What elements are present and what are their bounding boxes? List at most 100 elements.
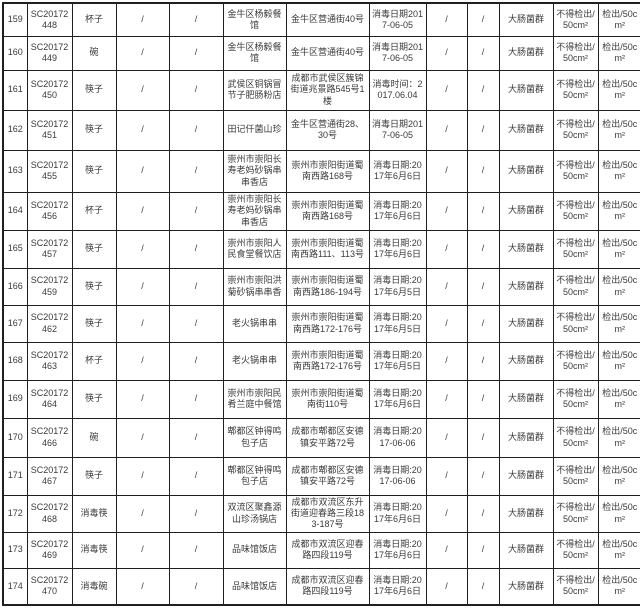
cell-test-result: 检出/50cm² [597, 229, 640, 269]
cell-unit-name: 崇州市崇阳民肴兰庭中餐馆 [222, 379, 287, 419]
cell-row-number: 173 [2, 531, 28, 569]
cell-unit-name: 武侯区铜锅冒节子肥肠粉店 [222, 69, 287, 111]
cell-sample-item: 碗 [71, 35, 117, 71]
cell-unit-name: 崇州市崇阳人民食堂餐饮店 [222, 229, 287, 269]
cell-slash: / [425, 456, 468, 496]
cell-slash: / [115, 229, 170, 269]
cell-slash: / [425, 69, 468, 111]
cell-address: 成都市双流区迎春路四段119号 [285, 531, 370, 569]
cell-test-result: 检出/50cm² [597, 69, 640, 111]
cell-slash: / [466, 567, 500, 606]
cell-standard-limit: 不得检出/50cm² [552, 191, 599, 231]
cell-sample-item: 杯子 [71, 2, 117, 37]
table-row: 159 SC20172448 杯子 / / 金牛区杨毅餐馆 金牛区营通街40号 消毒日期201… [2, 2, 640, 37]
cell-unit-name: 老火锅串串 [222, 341, 287, 381]
cell-disinfect-date: 消毒日期2017-06-05 [368, 109, 427, 151]
cell-standard-limit: 不得检出/50cm² [552, 35, 599, 71]
cell-slash: / [425, 417, 468, 458]
cell-standard-limit: 不得检出/50cm² [552, 531, 599, 569]
cell-row-number: 161 [2, 69, 28, 111]
cell-indicator: 大肠菌群 [498, 109, 554, 151]
cell-sample-item: 筷子 [71, 267, 117, 306]
cell-slash: / [425, 109, 468, 151]
cell-slash: / [425, 149, 468, 193]
cell-disinfect-date: 消毒日期:2017年6月6日 [368, 567, 427, 606]
cell-slash: / [425, 191, 468, 231]
cell-slash: / [168, 341, 224, 381]
cell-address: 崇州市崇阳街道蜀南西路172-176号 [285, 304, 370, 343]
cell-slash: / [115, 2, 170, 37]
cell-indicator: 大肠菌群 [498, 531, 554, 569]
cell-slash: / [168, 35, 224, 71]
cell-sample-item: 筷子 [71, 229, 117, 269]
cell-indicator: 大肠菌群 [498, 379, 554, 419]
cell-slash: / [466, 341, 500, 381]
cell-row-number: 174 [2, 567, 28, 606]
cell-indicator: 大肠菌群 [498, 35, 554, 71]
cell-slash: / [425, 2, 468, 37]
table-row: 163 SC20172455 筷子 / / 崇州市崇阳长寿老妈砂锅串串香店 崇州市崇阳街道蜀… [2, 149, 640, 193]
cell-standard-limit: 不得检出/50cm² [552, 304, 599, 343]
cell-slash: / [425, 531, 468, 569]
cell-slash: / [466, 69, 500, 111]
cell-unit-name: 郫都区钟得鸣包子店 [222, 456, 287, 496]
cell-slash: / [168, 417, 224, 458]
cell-unit-name: 郫都区钟得鸣包子店 [222, 417, 287, 458]
cell-standard-limit: 不得检出/50cm² [552, 229, 599, 269]
cell-slash: / [168, 567, 224, 606]
cell-test-result: 检出/50cm² [597, 341, 640, 381]
cell-slash: / [466, 191, 500, 231]
cell-standard-limit: 不得检出/50cm² [552, 567, 599, 606]
cell-address: 金牛区营通街28、30号 [285, 109, 370, 151]
cell-indicator: 大肠菌群 [498, 456, 554, 496]
cell-slash: / [425, 567, 468, 606]
cell-slash: / [115, 531, 170, 569]
cell-sample-code: SC20172459 [26, 267, 73, 306]
cell-address: 成都市双流区东升街道迎春路三段183-187号 [285, 494, 370, 533]
cell-indicator: 大肠菌群 [498, 341, 554, 381]
cell-test-result: 检出/50cm² [597, 379, 640, 419]
cell-unit-name: 双流区聚鑫源山珍汤锅店 [222, 494, 287, 533]
cell-unit-name: 品味馆饭店 [222, 531, 287, 569]
cell-slash: / [115, 267, 170, 306]
cell-disinfect-date: 消毒日期:2017年6月5日 [368, 267, 427, 306]
cell-address: 成都市郫都区安德镇安平路72号 [285, 456, 370, 496]
cell-row-number: 164 [2, 191, 28, 231]
cell-row-number: 170 [2, 417, 28, 458]
cell-row-number: 172 [2, 494, 28, 533]
cell-test-result: 检出/50cm² [597, 149, 640, 193]
cell-sample-code: SC20172463 [26, 341, 73, 381]
cell-slash: / [466, 379, 500, 419]
cell-address: 崇州市崇阳街道蜀南西路168号 [285, 191, 370, 231]
cell-standard-limit: 不得检出/50cm² [552, 456, 599, 496]
cell-unit-name: 老火锅串串 [222, 304, 287, 343]
cell-standard-limit: 不得检出/50cm² [552, 341, 599, 381]
table-row: 165 SC20172457 筷子 / / 崇州市崇阳人民食堂餐饮店 崇州市崇阳街道蜀南西路… [2, 229, 640, 269]
cell-slash: / [168, 109, 224, 151]
cell-slash: / [425, 494, 468, 533]
cell-standard-limit: 不得检出/50cm² [552, 69, 599, 111]
cell-standard-limit: 不得检出/50cm² [552, 417, 599, 458]
cell-slash: / [466, 494, 500, 533]
cell-test-result: 检出/50cm² [597, 35, 640, 71]
cell-slash: / [425, 267, 468, 306]
cell-sample-item: 筷子 [71, 304, 117, 343]
cell-slash: / [168, 267, 224, 306]
cell-slash: / [115, 304, 170, 343]
cell-slash: / [466, 149, 500, 193]
cell-slash: / [466, 456, 500, 496]
cell-slash: / [425, 229, 468, 269]
cell-address: 崇州市崇阳街道蜀南西路111、113号 [285, 229, 370, 269]
cell-slash: / [168, 494, 224, 533]
cell-standard-limit: 不得检出/50cm² [552, 494, 599, 533]
cell-sample-item: 筷子 [71, 456, 117, 496]
cell-indicator: 大肠菌群 [498, 494, 554, 533]
cell-slash: / [466, 35, 500, 71]
cell-standard-limit: 不得检出/50cm² [552, 379, 599, 419]
cell-slash: / [425, 379, 468, 419]
cell-slash: / [425, 304, 468, 343]
table-row: 170 SC20172466 碗 / / 郫都区钟得鸣包子店 成都市郫都区安德镇安平路72号… [2, 417, 640, 458]
cell-sample-code: SC20172467 [26, 456, 73, 496]
cell-slash: / [115, 35, 170, 71]
